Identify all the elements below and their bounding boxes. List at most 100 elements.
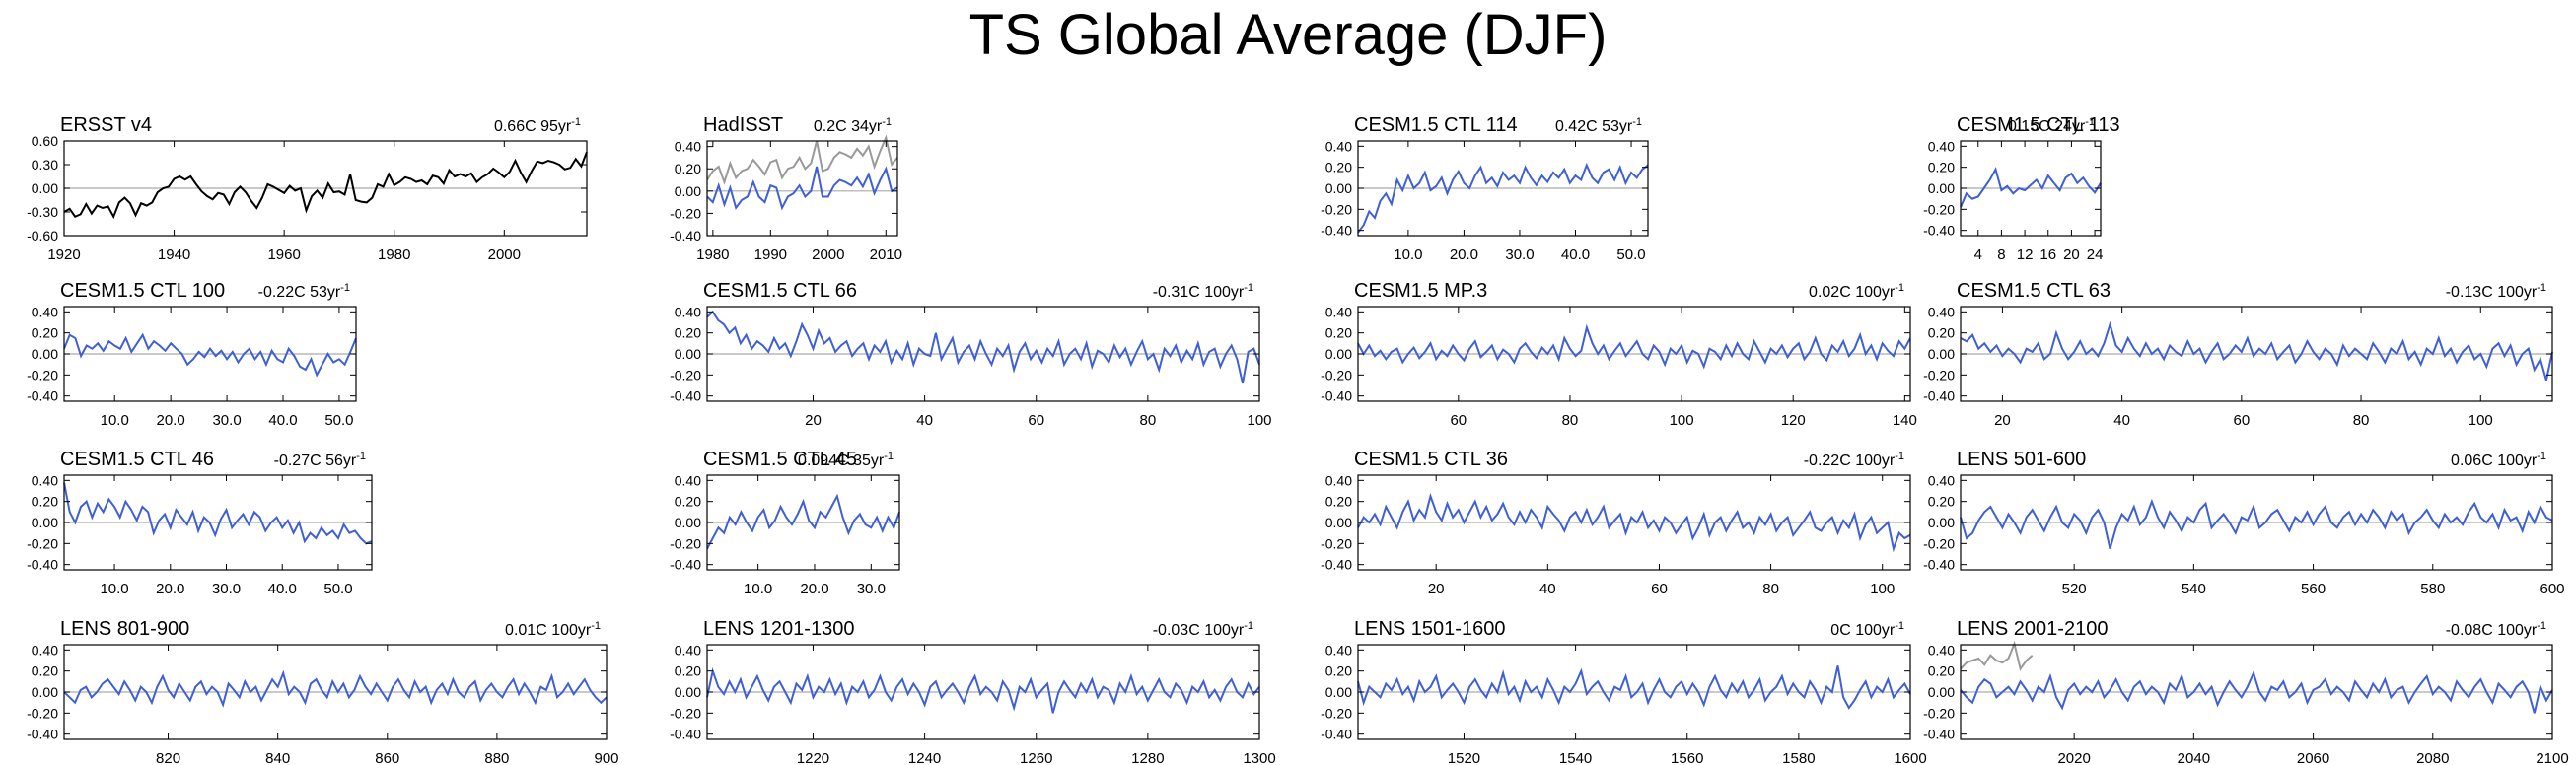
panel-12: 0.40 0.20 0.00 -0.20 -0.40 520 540 560 580 600 LEN… — [1923, 449, 2564, 597]
y-tick-label: 0.00 — [675, 183, 701, 199]
x-tick-label: 40.0 — [268, 412, 297, 429]
x-tick-label: 60 — [1450, 412, 1467, 429]
y-tick-label: 0.40 — [1928, 472, 1955, 488]
y-tick-label: -0.20 — [1321, 535, 1352, 551]
y-tick-label: 0.00 — [32, 346, 58, 362]
x-tick-label: 580 — [2420, 581, 2445, 597]
y-tick-label: -0.20 — [1321, 705, 1352, 721]
y-tick-label: 0.40 — [1928, 304, 1955, 319]
y-tick-label: 0.20 — [1928, 160, 1955, 175]
x-tick-label: 30.0 — [212, 412, 241, 429]
y-tick-label: -0.40 — [1321, 388, 1352, 404]
x-tick-label: 80 — [2353, 412, 2370, 429]
x-tick-label: 1300 — [1243, 750, 1275, 765]
x-tick-label: 20.0 — [156, 581, 184, 597]
panel-trend: 0.15C 24yr-1 — [2008, 116, 2095, 135]
x-tick-label: 900 — [594, 750, 618, 765]
trend-exponent: -1 — [356, 451, 366, 462]
panel-title: HadISST — [703, 114, 783, 136]
panel-14: 0.40 0.20 0.00 -0.20 -0.40 1220 1240 1260 1280 13… — [670, 618, 1276, 765]
y-tick-label: 0.40 — [32, 472, 58, 488]
y-tick-label: 0.40 — [32, 304, 58, 319]
y-tick-label: -0.20 — [670, 705, 701, 721]
x-tick-label: 880 — [484, 750, 509, 765]
series-line — [706, 493, 900, 550]
y-tick-label: 0.00 — [675, 515, 701, 530]
x-tick-label: 2010 — [870, 246, 902, 263]
panel-trend: 0.06C 100yr-1 — [2451, 451, 2546, 469]
series-line — [1357, 492, 1911, 553]
x-tick-label: 24 — [2087, 246, 2104, 263]
panel-title: CESM1.5 MP.3 — [1354, 280, 1487, 302]
x-tick-label: 8 — [1997, 246, 2005, 263]
y-tick-label: 0.40 — [675, 139, 701, 155]
y-tick-label: -0.40 — [670, 557, 701, 573]
x-tick-label: 2100 — [2536, 750, 2568, 765]
y-tick-label: 0.40 — [1325, 304, 1352, 319]
y-tick-label: 0.00 — [32, 180, 58, 196]
x-tick-label: 20 — [1428, 581, 1445, 597]
panel-4: 0.40 0.20 0.00 -0.20 -0.40 4 8 12 16 20 24 CESM1.5 … — [1923, 114, 2120, 263]
y-tick-label: 0.20 — [1325, 494, 1352, 510]
panel-trend: -0.08C 100yr-1 — [2446, 620, 2546, 639]
y-tick-label: 0.20 — [32, 325, 58, 341]
series-line — [1357, 665, 1911, 710]
series-line — [1960, 167, 2102, 208]
x-tick-label: 860 — [375, 750, 399, 765]
panel-title: CESM1.5 CTL 45 — [703, 449, 857, 470]
x-tick-label: 1260 — [1020, 750, 1052, 765]
series-line — [706, 667, 1260, 714]
x-tick-label: 2020 — [2057, 750, 2090, 765]
y-tick-label: -0.40 — [1923, 388, 1955, 404]
series-line — [1960, 320, 2553, 381]
x-tick-label: 60 — [2234, 412, 2251, 429]
trend-exponent: -1 — [2537, 282, 2546, 294]
y-tick-label: 0.40 — [675, 472, 701, 488]
panel-trend: 0.2C 34yr-1 — [814, 116, 892, 135]
x-tick-label: 50.0 — [1616, 246, 1645, 263]
y-tick-label: 0.00 — [1928, 515, 1955, 530]
y-tick-label: -0.20 — [1923, 367, 1955, 382]
y-tick-label: 0.20 — [32, 663, 58, 679]
series-line — [63, 332, 357, 378]
x-tick-label: 600 — [2540, 581, 2564, 597]
panel-title: LENS 1501-1600 — [1354, 618, 1505, 640]
x-tick-label: 1940 — [158, 246, 190, 263]
y-tick-label: -0.20 — [1923, 705, 1955, 721]
panel-title: LENS 2001-2100 — [1957, 618, 2108, 640]
y-tick-label: -0.40 — [27, 727, 58, 742]
y-tick-label: 0.20 — [675, 663, 701, 679]
y-tick-label: -0.40 — [1321, 727, 1352, 742]
y-tick-label: -0.40 — [27, 388, 58, 404]
y-tick-label: -0.40 — [27, 557, 58, 573]
y-tick-label: 0.40 — [675, 642, 701, 658]
series-line — [63, 669, 608, 708]
x-tick-label: 1980 — [378, 246, 410, 263]
trend-exponent: -1 — [1895, 282, 1904, 294]
y-tick-label: -0.20 — [670, 367, 701, 382]
x-tick-label: 1960 — [267, 246, 300, 263]
y-tick-label: 0.00 — [1928, 684, 1955, 700]
x-tick-label: 12 — [2017, 246, 2034, 263]
x-tick-label: 20 — [805, 412, 822, 429]
y-tick-label: -0.20 — [27, 705, 58, 721]
panel-trend: 0.02C 100yr-1 — [1809, 282, 1904, 301]
series-line — [706, 166, 898, 211]
panel-3: 0.40 0.20 0.00 -0.20 -0.40 10.0 20.0 30.0 40.0 50… — [1321, 114, 1649, 263]
x-tick-label: 20 — [1994, 412, 2011, 429]
panel-10: 0.40 0.20 0.00 -0.20 -0.40 10.0 20.0 30.0 CESM1.… — [670, 449, 900, 597]
series-line — [1960, 640, 2034, 671]
series-line — [1960, 669, 2553, 714]
x-tick-label: 50.0 — [323, 581, 352, 597]
x-tick-label: 20 — [2063, 246, 2080, 263]
panel-frame — [706, 140, 898, 237]
panel-16: 0.40 0.20 0.00 -0.20 -0.40 2020 2040 2060 2080 21… — [1923, 618, 2569, 765]
panel-trend: -0.27C 56yr-1 — [274, 451, 366, 469]
series-line — [706, 134, 898, 185]
y-tick-label: -0.30 — [27, 204, 58, 220]
trend-exponent: -1 — [1632, 116, 1642, 128]
y-tick-label: -0.40 — [670, 388, 701, 404]
panel-13: 0.40 0.20 0.00 -0.20 -0.40 820 840 860 880 900 LEN… — [27, 618, 618, 765]
y-tick-label: 0.20 — [1928, 494, 1955, 510]
panel-title: LENS 1201-1300 — [703, 618, 854, 640]
